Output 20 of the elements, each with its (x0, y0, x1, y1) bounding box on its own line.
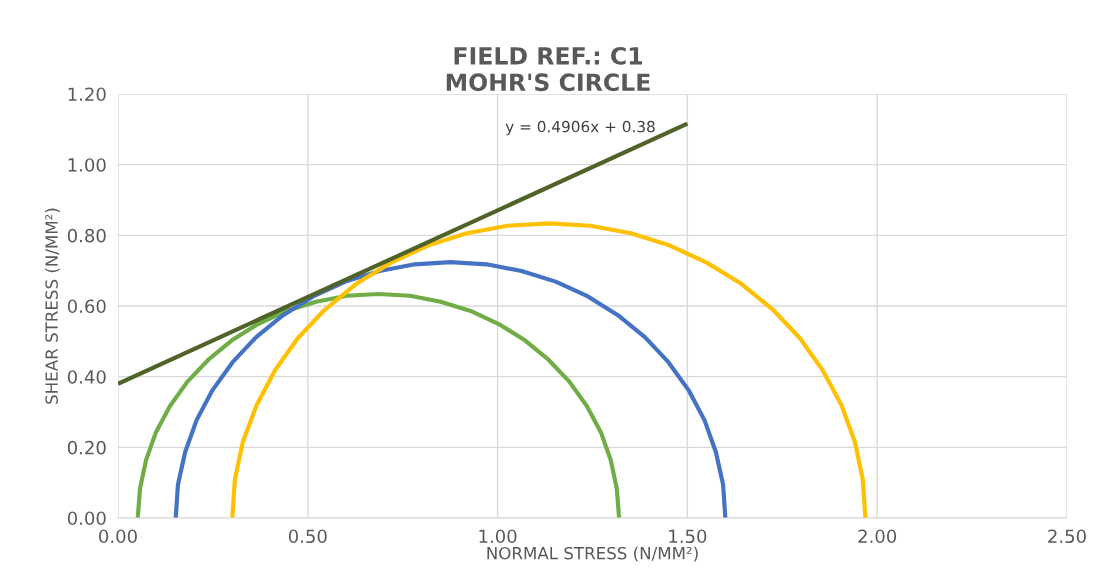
x-tick-label: 2.50 (1048, 529, 1086, 544)
y-tick-label: 0.00 (67, 511, 106, 526)
y-tick-label: 0.80 (67, 228, 106, 243)
x-tick-label: 0.50 (288, 529, 327, 544)
y-tick-label: 1.00 (68, 158, 106, 172)
line-series (173, 260, 728, 518)
x-tick-label: 1.50 (669, 529, 707, 544)
y-tick-label: 0.40 (67, 370, 106, 384)
line-series (230, 221, 868, 518)
x-axis-title: NORMAL STRESS (N/MM²) (487, 546, 698, 562)
x-tick-label: 1.00 (479, 529, 517, 544)
x-tick-label: 0.00 (99, 529, 137, 544)
line-series (135, 291, 622, 518)
y-axis-title: SHEAR STRESS (N/MM²) (45, 208, 60, 404)
y-tick-label: 0.20 (67, 440, 106, 455)
chart-title: FIELD REF.: C1 MOHR'S CIRCLE (446, 46, 650, 92)
x-tick-label: 2.00 (858, 529, 897, 544)
y-tick-label: 1.20 (68, 87, 106, 102)
annotation: y = 0.4906x + 0.38 (505, 120, 655, 136)
y-tick-label: 0.60 (67, 299, 106, 314)
